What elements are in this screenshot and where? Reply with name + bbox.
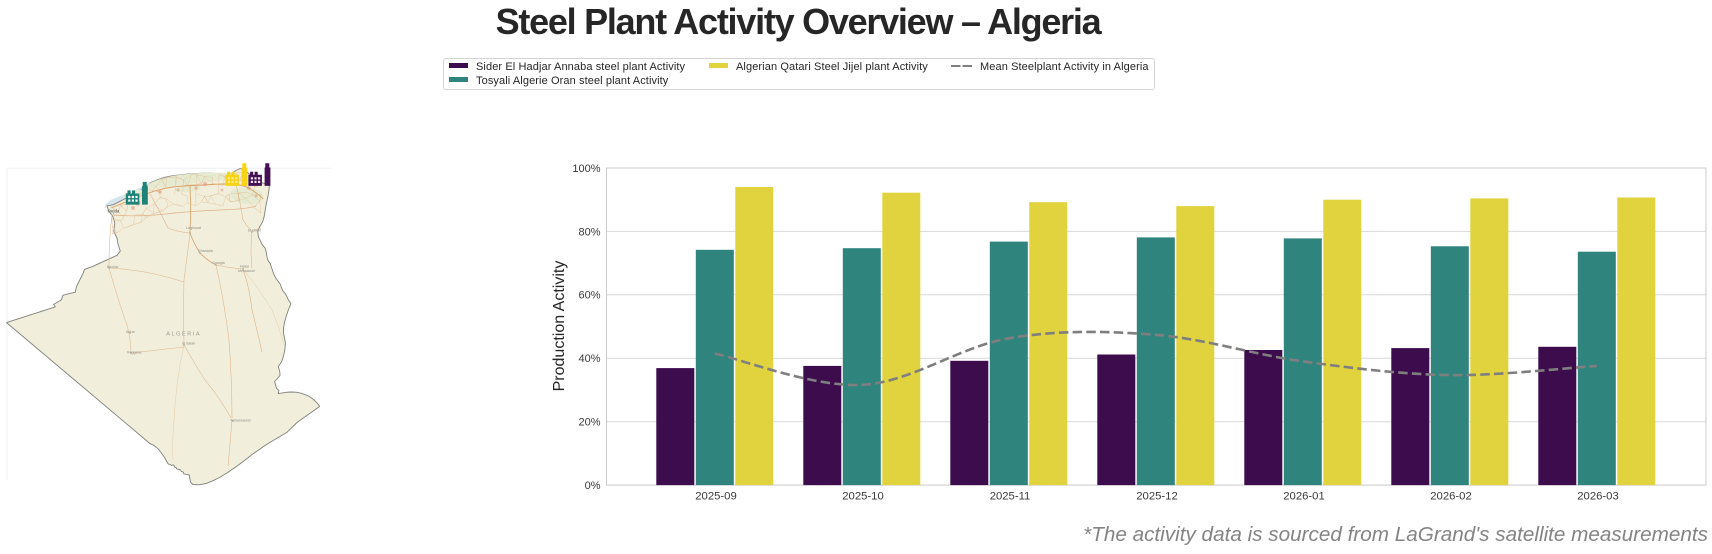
svg-text:100%: 100% <box>572 163 600 175</box>
svg-text:Ouargla: Ouargla <box>212 261 225 265</box>
svg-text:80%: 80% <box>578 226 600 238</box>
svg-text:Adrar: Adrar <box>126 330 136 334</box>
svg-text:0%: 0% <box>585 480 601 492</box>
svg-text:Messaoud: Messaoud <box>238 269 255 273</box>
svg-text:60%: 60% <box>578 290 600 302</box>
svg-text:2025-10: 2025-10 <box>842 491 883 503</box>
svg-text:Hassi: Hassi <box>240 265 249 269</box>
svg-text:Laghouat: Laghouat <box>186 226 201 230</box>
svg-text:Bechar: Bechar <box>107 265 119 269</box>
svg-text:40%: 40% <box>578 353 600 365</box>
svg-text:2026-03: 2026-03 <box>1577 491 1618 503</box>
svg-text:In Salah: In Salah <box>182 342 195 346</box>
svg-text:El Oued: El Oued <box>248 229 261 233</box>
svg-text:Oujda: Oujda <box>108 209 121 214</box>
svg-text:Tamanrasset: Tamanrasset <box>230 419 251 423</box>
svg-text:Ghardaia: Ghardaia <box>198 249 213 253</box>
svg-text:Reggane: Reggane <box>127 351 142 355</box>
svg-text:2025-11: 2025-11 <box>990 491 1031 503</box>
svg-text:20%: 20% <box>578 417 600 429</box>
svg-text:2025-12: 2025-12 <box>1136 491 1177 503</box>
svg-text:2026-02: 2026-02 <box>1430 491 1471 503</box>
svg-text:2026-01: 2026-01 <box>1283 491 1324 503</box>
svg-text:ALGERIA: ALGERIA <box>166 331 201 337</box>
svg-text:2025-09: 2025-09 <box>695 491 736 503</box>
svg-text:Production Activity: Production Activity <box>551 261 568 392</box>
